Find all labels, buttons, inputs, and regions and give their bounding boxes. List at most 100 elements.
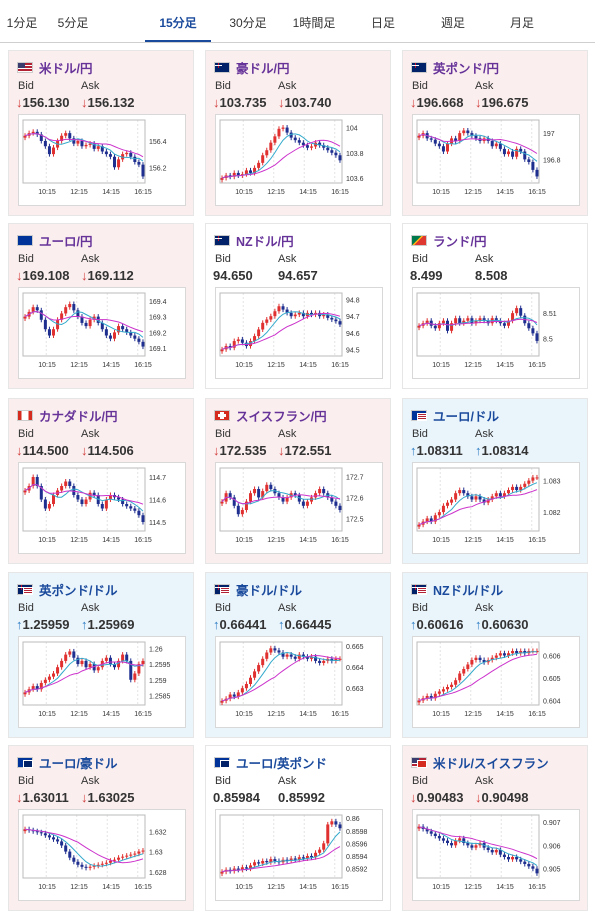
x-tick-label: 10:15 — [38, 189, 56, 196]
rate-card-chf-jpy[interactable]: スイスフラン/円 Bid Ask ↓172.535 ↓172.551 172.7 172.6… — [205, 398, 391, 564]
candle-body — [113, 859, 116, 861]
rate-card-nzd-jpy[interactable]: NZドル/円 Bid Ask 94.650 94.657 94.8 94.7 94.6 94.5… — [205, 223, 391, 389]
plot-frame — [22, 814, 146, 879]
candle-body — [23, 316, 27, 319]
candle-body — [129, 854, 133, 856]
rate-card-gbp-jpy[interactable]: 英ポンド/円 Bid Ask ↓196.668 ↓196.675 197 196.8 10:1… — [402, 50, 588, 216]
pair-name-link[interactable]: ユーロ/豪ドル — [39, 756, 118, 771]
price-chart[interactable]: 169.4 169.3 169.2 169.1 10:15 12:15 14:15 16:15 — [18, 287, 186, 379]
pair-name-link[interactable]: 米ドル/スイスフラン — [433, 756, 549, 771]
candle-body — [527, 864, 531, 867]
pair-name-link[interactable]: ユーロ/ドル — [433, 409, 499, 424]
down-arrow-icon: ↓ — [16, 790, 23, 805]
candle-body — [141, 660, 145, 665]
price-chart[interactable]: 114.7 114.6 114.5 10:15 12:15 14:15 16:15 — [18, 462, 186, 554]
candle-body — [232, 694, 236, 697]
x-tick-label: 12:15 — [464, 189, 482, 196]
bid-label: Bid — [215, 775, 231, 787]
candle-body — [125, 329, 129, 333]
candle-body — [236, 339, 240, 342]
price-chart[interactable]: 156.4 156.2 10:15 12:15 14:15 16:15 — [18, 114, 186, 206]
rate-card-nzd-usd[interactable]: NZドル/ドル Bid Ask ↑0.60616 ↑0.60630 0.606 0.605 0… — [402, 572, 588, 738]
pair-name-link[interactable]: 米ドル/円 — [39, 61, 93, 76]
candle-body — [322, 314, 326, 317]
candle-body — [527, 159, 531, 162]
pair-name-link[interactable]: スイスフラン/円 — [236, 409, 327, 424]
pair-name-link[interactable]: NZドル/円 — [236, 234, 294, 249]
y-tick-label: 0.906 — [543, 843, 561, 850]
rate-card-gbp-usd[interactable]: 英ポンド/ドル Bid Ask ↑1.25959 ↑1.25969 1.26 1.2595 1… — [8, 572, 194, 738]
candle-body — [76, 861, 80, 865]
price-chart[interactable]: 0.907 0.906 0.905 10:15 12:15 14:15 16:15 — [412, 809, 580, 901]
pair-name-link[interactable]: NZドル/ドル — [433, 583, 504, 598]
price-chart[interactable]: 172.7 172.6 172.5 10:15 12:15 14:15 16:15 — [215, 462, 383, 554]
price-chart[interactable]: 94.8 94.7 94.6 94.5 10:15 12:15 14:15 16:15 — [215, 287, 383, 379]
y-tick-label: 94.8 — [346, 298, 360, 305]
rate-card-eur-usd[interactable]: ユーロ/ドル Bid Ask ↑1.08311 ↑1.08314 1.083 1.082 10… — [402, 398, 588, 564]
price-chart[interactable]: 0.86 0.8598 0.8596 0.8594 0.8592 10:15 12:15 14… — [215, 809, 383, 901]
candle-body — [322, 843, 326, 850]
candle-body — [462, 490, 466, 494]
tab-1[interactable]: 5分足 — [57, 16, 89, 30]
candle-body — [88, 143, 92, 145]
candle-body — [450, 323, 454, 331]
x-tick-label: 12:15 — [70, 711, 88, 718]
tab-0[interactable]: 1分足 — [6, 16, 38, 30]
x-tick-label: 12:15 — [70, 362, 88, 369]
price-chart[interactable]: 8.51 8.5 10:15 12:15 14:15 16:15 — [412, 287, 580, 379]
ask-label: Ask — [278, 253, 297, 265]
bid-value: ↑0.66441 — [213, 617, 267, 632]
rate-card-eur-jpy[interactable]: ユーロ/円 Bid Ask ↓169.108 ↓169.112 169.4 169.3 169… — [8, 223, 194, 389]
candle-body — [482, 660, 486, 663]
rate-card-zar-jpy[interactable]: ランド/円 Bid Ask 8.499 8.508 8.51 8.5 10:15 12:15 14… — [402, 223, 588, 389]
tab-2[interactable]: 15分足 — [145, 0, 211, 42]
ask-price: 114.506 — [87, 443, 134, 458]
plot-frame — [219, 467, 343, 532]
price-chart[interactable]: 1.26 1.2595 1.259 1.2585 10:15 12:15 14:15 16:1… — [18, 636, 186, 728]
candle-body — [338, 658, 342, 660]
price-chart[interactable]: 0.606 0.605 0.604 10:15 12:15 14:15 16:15 — [412, 636, 580, 728]
pair-name-link[interactable]: 豪ドル/円 — [236, 61, 290, 76]
price-chart[interactable]: 1.632 1.63 1.628 10:15 12:15 14:15 16:15 — [18, 809, 186, 901]
price-chart[interactable]: 1.083 1.082 10:15 12:15 14:15 16:15 — [412, 462, 580, 554]
rate-card-eur-gbp[interactable]: ユーロ/英ポンド Bid Ask 0.85984 0.85992 0.86 0.8598 0.… — [205, 745, 391, 911]
x-tick-label: 14:15 — [102, 537, 120, 544]
rate-card-eur-aud[interactable]: ユーロ/豪ドル Bid Ask ↓1.63011 ↓1.63025 1.632 1.63 1.… — [8, 745, 194, 911]
tab-6[interactable]: 週足 — [440, 16, 465, 30]
ma-long-line — [24, 133, 144, 158]
bid-price: 0.85984 — [213, 790, 260, 805]
pair-name-link[interactable]: ユーロ/円 — [39, 234, 93, 249]
candle-body — [281, 497, 285, 502]
down-arrow-icon: ↓ — [213, 95, 220, 110]
pair-name-link[interactable]: ランド/円 — [433, 234, 487, 249]
bid-value: ↓114.500 — [16, 443, 69, 458]
tab-3[interactable]: 30分足 — [229, 16, 267, 30]
tab-4[interactable]: 1時間足 — [292, 16, 336, 30]
candle-body — [437, 691, 441, 694]
tab-5[interactable]: 日足 — [370, 16, 395, 30]
candle-body — [519, 486, 523, 491]
price-chart[interactable]: 0.665 0.664 0.663 10:15 12:15 14:15 16:15 — [215, 636, 383, 728]
rate-card-cad-jpy[interactable]: カナダドル/円 Bid Ask ↓114.500 ↓114.506 114.7 114.6 1… — [8, 398, 194, 564]
pair-name-link[interactable]: 豪ドル/ドル — [236, 583, 302, 598]
rate-card-usd-jpy[interactable]: 米ドル/円 Bid Ask ↓156.130 ↓156.132 156.4 156.2 10:… — [8, 50, 194, 216]
price-chart[interactable]: 197 196.8 10:15 12:15 14:15 16:15 — [412, 114, 580, 206]
candle-body — [502, 653, 506, 656]
rate-card-usd-chf[interactable]: 米ドル/スイスフラン Bid Ask ↓0.90483 ↓0.90498 0.907 0.9… — [402, 745, 588, 911]
pair-name-link[interactable]: カナダドル/円 — [39, 409, 118, 424]
candle-body — [326, 314, 330, 318]
pair-name-link[interactable]: 英ポンド/ドル — [39, 583, 118, 598]
pair-name-link[interactable]: 英ポンド/円 — [433, 61, 499, 76]
y-tick-label: 94.6 — [346, 331, 360, 338]
candle-body — [305, 855, 309, 859]
price-chart[interactable]: 104 103.8 103.6 10:15 12:15 14:15 16:15 — [215, 114, 383, 206]
rate-card-aud-usd[interactable]: 豪ドル/ドル Bid Ask ↑0.66441 ↑0.66445 0.665 0.664 0.… — [205, 572, 391, 738]
tab-7[interactable]: 月足 — [509, 16, 534, 30]
candle-body — [47, 504, 51, 509]
x-tick-label: 14:15 — [102, 884, 120, 891]
candle-body — [23, 135, 27, 138]
plot-frame — [416, 119, 540, 184]
pair-name-link[interactable]: ユーロ/英ポンド — [236, 756, 327, 771]
rate-card-aud-jpy[interactable]: 豪ドル/円 Bid Ask ↓103.735 ↓103.740 104 103.8 103.6… — [205, 50, 391, 216]
candle-body — [60, 486, 64, 491]
